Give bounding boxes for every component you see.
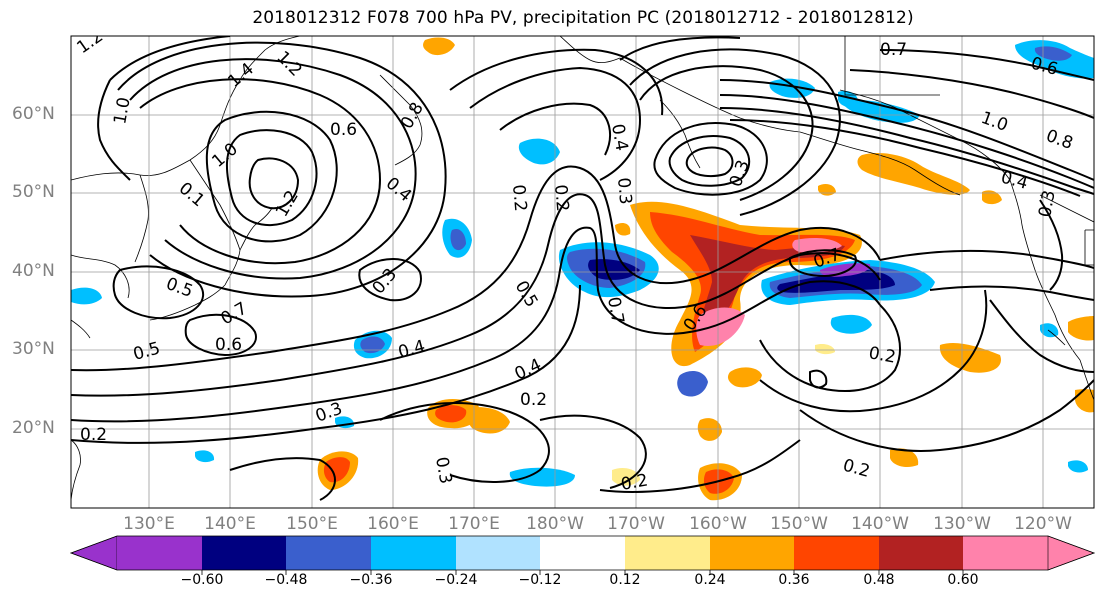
lon-label: 180°W	[526, 514, 584, 534]
pv-contours	[71, 36, 1094, 501]
lon-label: 120°W	[1014, 514, 1072, 534]
contour-label: 1.0	[110, 96, 134, 126]
colorbar-tick-label: 0.12	[609, 572, 641, 588]
colorbar-tick-label: 0.60	[947, 572, 979, 588]
contour-label: 0.3	[431, 455, 455, 485]
contour-label: 0.6	[330, 120, 357, 140]
lon-label: 170°W	[607, 514, 665, 534]
contour-label: 0.2	[520, 390, 547, 410]
contour-label: 0.4	[607, 122, 631, 152]
lon-label: 160°W	[689, 514, 747, 534]
colorbar	[69, 535, 1096, 575]
lon-label: 130°E	[123, 514, 175, 534]
lat-label: 50°N	[12, 182, 55, 202]
colorbar-tick-label: 0.36	[778, 572, 810, 588]
graticule	[71, 36, 1094, 508]
colorbar-tick-label: −0.24	[434, 572, 478, 588]
contour-label: 0.7	[603, 295, 627, 325]
map-frame	[70, 35, 1095, 509]
colorbar-tick-label: −0.48	[264, 572, 308, 588]
contour-label: 0.6	[215, 335, 242, 355]
lon-label: 140°W	[851, 514, 909, 534]
contour-label: 0.2	[619, 471, 649, 495]
colorbar-tick-label: 0.24	[694, 572, 726, 588]
contour-label: 0.2	[867, 343, 897, 367]
contour-label: 0.7	[880, 40, 907, 60]
contour-label: 0.2	[550, 184, 572, 213]
colorbar-tick-label: −0.36	[349, 572, 393, 588]
colorbar-tick-label: −0.60	[180, 572, 224, 588]
contour-label: 0.2	[80, 425, 107, 445]
lon-label: 140°E	[204, 514, 256, 534]
lon-label: 160°E	[367, 514, 419, 534]
lat-label: 30°N	[12, 339, 55, 359]
contour-label: 0.3	[613, 177, 635, 206]
lat-label: 20°N	[12, 418, 55, 438]
lon-label: 150°W	[770, 514, 828, 534]
precip-negative-fields	[71, 40, 1094, 487]
colorbar-tick-label: −0.12	[518, 572, 562, 588]
contour-label: 0.3	[1035, 189, 1059, 219]
lat-label: 40°N	[12, 261, 55, 281]
lon-label: 150°E	[286, 514, 338, 534]
colorbar-tick-label: 0.48	[863, 572, 895, 588]
contour-label: 0.2	[508, 184, 530, 213]
lat-label: 60°N	[12, 104, 55, 124]
lon-label: 130°W	[933, 514, 991, 534]
precip-positive-fields	[317, 37, 1094, 501]
map-title: 2018012312 F078 700 hPa PV, precipitatio…	[252, 8, 914, 28]
lon-label: 170°E	[448, 514, 500, 534]
